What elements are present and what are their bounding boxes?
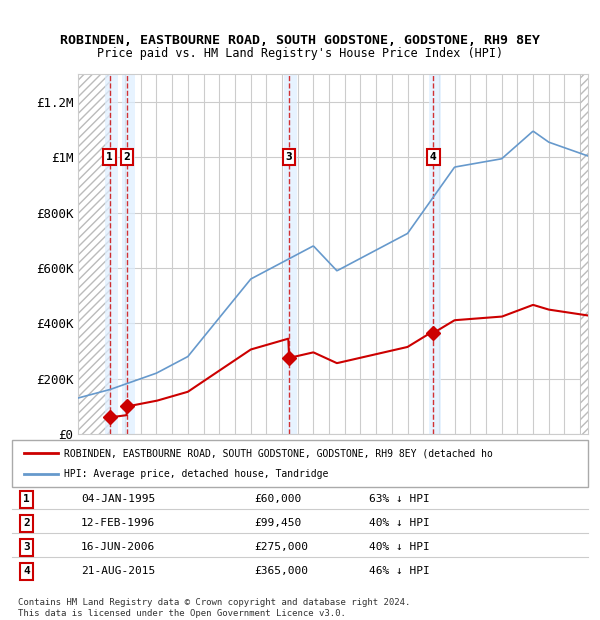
Text: 2: 2 (23, 518, 30, 528)
Bar (122, 74, 135, 434)
Text: 1: 1 (23, 494, 30, 505)
Text: 3: 3 (286, 153, 292, 162)
Text: £60,000: £60,000 (254, 494, 301, 505)
Bar (78, 74, 110, 434)
Text: 12-FEB-1996: 12-FEB-1996 (81, 518, 155, 528)
Text: 1: 1 (106, 153, 113, 162)
Text: 40% ↓ HPI: 40% ↓ HPI (369, 542, 430, 552)
Bar (284, 74, 297, 434)
FancyBboxPatch shape (12, 440, 588, 487)
Text: ROBINDEN, EASTBOURNE ROAD, SOUTH GODSTONE, GODSTONE, RH9 8EY (detached ho: ROBINDEN, EASTBOURNE ROAD, SOUTH GODSTON… (64, 448, 493, 458)
Bar (428, 74, 441, 434)
Text: 46% ↓ HPI: 46% ↓ HPI (369, 567, 430, 577)
Text: HPI: Average price, detached house, Tandridge: HPI: Average price, detached house, Tand… (64, 469, 328, 479)
Text: 21-AUG-2015: 21-AUG-2015 (81, 567, 155, 577)
Text: 63% ↓ HPI: 63% ↓ HPI (369, 494, 430, 505)
Text: 04-JAN-1995: 04-JAN-1995 (81, 494, 155, 505)
Text: 2: 2 (124, 153, 130, 162)
Text: 3: 3 (23, 542, 30, 552)
Text: £99,450: £99,450 (254, 518, 301, 528)
Text: £275,000: £275,000 (254, 542, 308, 552)
Text: 4: 4 (23, 567, 30, 577)
Text: Contains HM Land Registry data © Crown copyright and database right 2024.
This d: Contains HM Land Registry data © Crown c… (18, 598, 410, 618)
Text: 40% ↓ HPI: 40% ↓ HPI (369, 518, 430, 528)
Text: ROBINDEN, EASTBOURNE ROAD, SOUTH GODSTONE, GODSTONE, RH9 8EY: ROBINDEN, EASTBOURNE ROAD, SOUTH GODSTON… (60, 34, 540, 47)
Text: £365,000: £365,000 (254, 567, 308, 577)
Bar (580, 74, 588, 434)
Text: 4: 4 (430, 153, 437, 162)
Text: Price paid vs. HM Land Registry's House Price Index (HPI): Price paid vs. HM Land Registry's House … (97, 46, 503, 60)
Bar (105, 74, 118, 434)
Text: 16-JUN-2006: 16-JUN-2006 (81, 542, 155, 552)
